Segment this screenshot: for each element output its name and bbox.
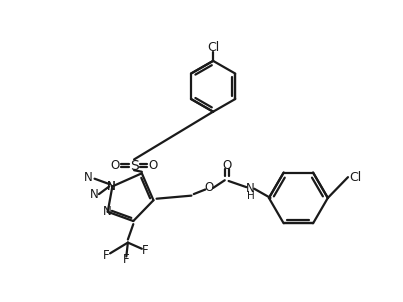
Text: S: S xyxy=(130,159,139,173)
Text: N: N xyxy=(107,180,116,193)
Text: H: H xyxy=(247,191,255,201)
Text: Cl: Cl xyxy=(207,40,219,53)
Text: F: F xyxy=(103,249,110,262)
Text: F: F xyxy=(123,253,130,266)
Text: O: O xyxy=(205,182,214,194)
Text: F: F xyxy=(141,244,148,257)
Text: O: O xyxy=(111,159,120,172)
Text: N: N xyxy=(90,188,99,201)
Text: O: O xyxy=(222,159,232,172)
Text: N: N xyxy=(84,171,93,184)
Text: Cl: Cl xyxy=(349,171,361,184)
Text: N: N xyxy=(246,182,255,195)
Text: N: N xyxy=(107,180,116,193)
Text: O: O xyxy=(148,159,157,172)
Text: N: N xyxy=(103,205,111,218)
